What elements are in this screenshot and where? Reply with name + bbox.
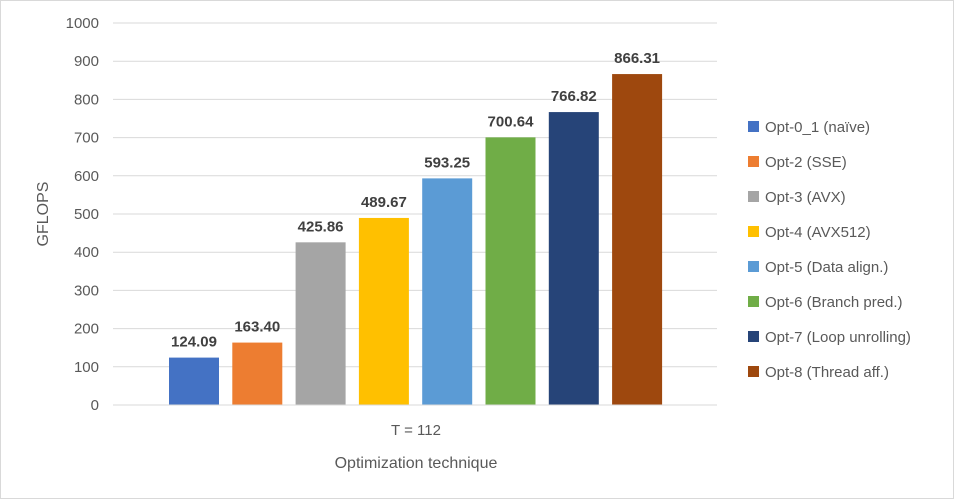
data-label: 866.31 [614,50,660,67]
y-tick-label: 100 [74,359,99,376]
legend-swatch [748,226,759,237]
data-labels: 124.09 163.40 425.86 489.67 593.25 700.64 766.… [171,50,660,351]
data-label: 766.82 [551,88,597,105]
legend-swatch [748,121,759,132]
legend-swatch [748,261,759,272]
legend-swatch [748,366,759,377]
data-label: 593.25 [424,154,470,171]
bar-6 [485,137,536,405]
legend: Opt-0_1 (naïve) Opt-2 (SSE) Opt-3 (AVX) Opt… [748,119,911,381]
y-tick-label: 900 [74,53,99,70]
bar-7 [548,112,599,405]
legend-label: Opt-7 (Loop unrolling) [765,329,911,346]
data-label: 700.64 [488,113,535,130]
legend-swatch [748,331,759,342]
legend-label: Opt-8 (Thread aff.) [765,364,889,381]
data-label: 124.09 [171,334,217,351]
y-tick-label: 700 [74,130,99,147]
y-tick-label: 500 [74,206,99,223]
y-tick-label: 0 [91,397,99,414]
y-tick-label: 800 [74,91,99,108]
y-tick-label: 300 [74,282,99,299]
bars [169,74,663,405]
y-tick-label: 200 [74,321,99,338]
legend-label: Opt-0_1 (naïve) [765,119,870,136]
legend-label: Opt-5 (Data align.) [765,259,888,276]
legend-swatch [748,156,759,167]
legend-label: Opt-4 (AVX512) [765,224,871,241]
bar-2 [232,342,283,405]
y-tick-label: 600 [74,168,99,185]
data-label: 489.67 [361,194,407,211]
legend-label: Opt-3 (AVX) [765,189,846,206]
y-axis-ticks: 0 100 200 300 400 500 600 700 800 900 1000 [66,15,99,414]
data-label: 163.40 [234,319,280,336]
bar-8 [612,74,663,405]
y-axis-title: GFLOPS [35,182,52,247]
data-label: 425.86 [298,218,344,235]
y-tick-label: 400 [74,244,99,261]
x-axis-title: Optimization technique [335,455,498,472]
legend-label: Opt-6 (Branch pred.) [765,294,903,311]
gridlines [113,22,717,368]
bar-3 [295,242,346,405]
bar-5 [422,178,473,405]
x-category-label: T = 112 [391,422,441,439]
legend-swatch [748,296,759,307]
bar-4 [358,217,409,405]
legend-label: Opt-2 (SSE) [765,154,847,171]
legend-swatch [748,191,759,202]
y-tick-label: 1000 [66,15,99,32]
bar-1 [169,357,219,405]
